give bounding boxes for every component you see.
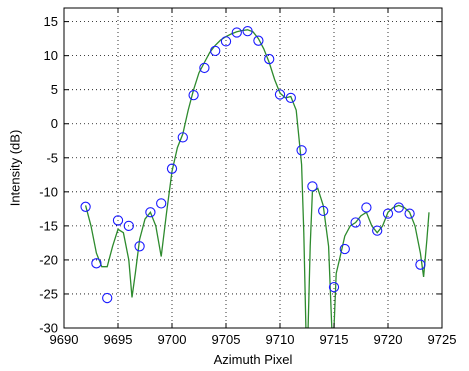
y-tick-label: -15 <box>39 218 58 233</box>
data-point <box>296 145 307 156</box>
data-point <box>102 292 113 304</box>
data-point <box>145 207 156 218</box>
data-point <box>393 202 404 213</box>
data-point <box>382 208 394 219</box>
ticks: 9690 9695 9700 9705 9710 9715 9720 9725 -30 -25 -2… <box>39 8 456 347</box>
data-point <box>307 181 318 192</box>
data-point <box>264 53 275 65</box>
series-line-layer <box>84 29 430 328</box>
data-point <box>80 201 91 212</box>
data-point <box>318 205 329 217</box>
data-point <box>372 225 383 236</box>
data-point <box>123 220 134 232</box>
y-tick-label: 0 <box>51 116 58 131</box>
data-point <box>210 45 221 57</box>
y-tick-label: -10 <box>39 184 58 199</box>
y-tick-label: -25 <box>39 286 58 301</box>
data-point <box>285 92 296 104</box>
data-point <box>231 27 242 38</box>
data-point <box>328 281 340 293</box>
data-point <box>415 259 426 270</box>
x-tick-label: 9695 <box>104 332 133 347</box>
y-tick-label: -5 <box>46 150 58 165</box>
data-point <box>404 208 415 219</box>
data-point <box>350 217 361 228</box>
x-tick-label: 9710 <box>266 332 295 347</box>
plot-frame <box>63 7 443 329</box>
x-tick-label: 9725 <box>428 332 457 347</box>
data-point <box>253 35 264 46</box>
data-point <box>361 202 372 213</box>
data-point <box>339 243 350 255</box>
data-point <box>274 89 286 100</box>
grid <box>64 8 442 328</box>
data-point <box>91 258 102 269</box>
x-axis-label: Azimuth Pixel <box>214 352 293 367</box>
x-tick-label: 9700 <box>158 332 187 347</box>
y-tick-label: -30 <box>39 321 58 336</box>
y-tick-label: 15 <box>44 14 58 29</box>
data-point <box>112 215 124 226</box>
x-tick-label: 9720 <box>374 332 403 347</box>
series-marker-layer <box>80 25 426 304</box>
data-point <box>166 163 178 174</box>
data-point <box>199 62 210 74</box>
data-point <box>177 132 188 143</box>
x-tick-label: 9715 <box>320 332 349 347</box>
data-point <box>188 89 199 101</box>
data-point <box>220 36 232 47</box>
data-point <box>242 25 253 37</box>
data-point <box>134 241 145 252</box>
y-tick-label: -20 <box>39 252 58 267</box>
series-line <box>84 29 430 328</box>
y-tick-label: 5 <box>51 82 58 97</box>
x-tick-label: 9705 <box>212 332 241 347</box>
x-tick-label: 9690 <box>50 332 79 347</box>
data-point <box>156 198 167 209</box>
y-tick-label: 10 <box>44 48 58 63</box>
y-axis-label: Intensity (dB) <box>7 130 22 207</box>
